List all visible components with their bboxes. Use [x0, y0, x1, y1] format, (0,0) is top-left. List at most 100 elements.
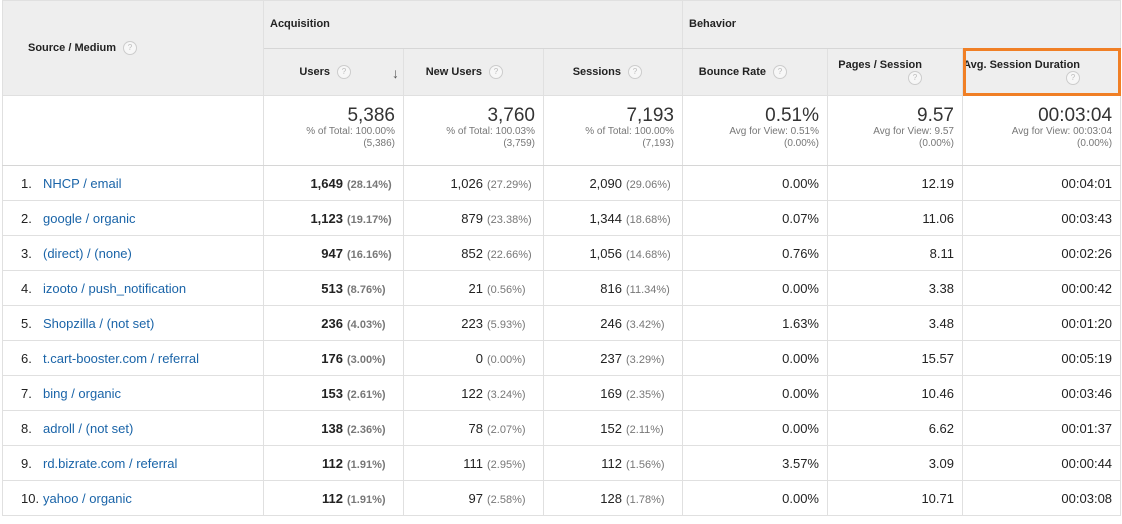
avg-duration-header-label: Avg. Session Duration — [963, 58, 1081, 71]
bounce-rate-cell: 0.76% — [682, 235, 828, 271]
table-row: 3. (direct) / (none) 947 (16.16%) 852 (22.6… — [2, 235, 1122, 271]
users-value: 138 — [321, 420, 343, 436]
pages-session-cell: 6.62 — [827, 410, 963, 446]
users-value: 236 — [321, 315, 343, 331]
new-users-cell: 0 (0.00%) — [403, 340, 544, 376]
source-medium-link[interactable]: t.cart-booster.com / referral — [43, 350, 200, 366]
sessions-percent: (11.34%) — [626, 283, 670, 296]
help-icon[interactable]: ? — [1066, 70, 1081, 85]
row-number: 2. — [21, 210, 32, 226]
users-column-header[interactable]: Users? ↓ — [263, 47, 404, 96]
row-number: 9. — [21, 455, 32, 471]
source-medium-link[interactable]: rd.bizrate.com / referral — [43, 455, 178, 471]
pages-session-cell: 10.71 — [827, 480, 963, 516]
users-value: 513 — [321, 280, 343, 296]
source-medium-link[interactable]: google / organic — [43, 210, 136, 226]
users-percent: (3.00%) — [347, 353, 386, 366]
sessions-percent: (3.42%) — [626, 318, 665, 331]
new-users-column-header[interactable]: New Users? — [403, 47, 544, 96]
sessions-cell: 2,090 (29.06%) — [543, 165, 683, 201]
source-medium-link[interactable]: adroll / (not set) — [43, 420, 134, 436]
source-medium-link[interactable]: Shopzilla / (not set) — [43, 315, 155, 331]
avg-duration-cell: 00:03:46 — [961, 375, 1122, 411]
bounce-rate-cell: 0.00% — [682, 270, 828, 306]
bounce-rate-cell: 1.63% — [682, 305, 828, 341]
source-cell: 6. t.cart-booster.com / referral — [2, 340, 264, 376]
total-avg-duration: 00:03:04 Avg for View: 00:03:04 (0.00%) — [961, 95, 1122, 166]
help-icon[interactable]: ? — [489, 64, 503, 79]
users-value: 112 — [322, 490, 343, 506]
new-users-value: 0 — [475, 350, 483, 366]
new-users-value: 97 — [468, 490, 483, 506]
sessions-value: 237 — [600, 350, 622, 366]
new-users-value: 21 — [468, 280, 483, 296]
table-row: 10. yahoo / organic 112 (1.91%) 97 (2.58%) … — [2, 480, 1122, 516]
new-users-percent: (22.66%) — [487, 248, 532, 261]
users-percent: (2.36%) — [347, 423, 386, 436]
help-icon[interactable]: ? — [908, 70, 922, 85]
total-new-users: 3,760% of Total: 100.03% (3,759) — [403, 95, 544, 166]
source-cell: 10. yahoo / organic — [2, 480, 264, 516]
pages-session-cell: 3.38 — [827, 270, 963, 306]
users-percent: (4.03%) — [347, 318, 386, 331]
new-users-cell: 223 (5.93%) — [403, 305, 544, 341]
totals-label-cell — [2, 95, 264, 166]
users-cell: 112 (1.91%) — [263, 480, 404, 516]
table-row: 1. NHCP / email 1,649 (28.14%) 1,026 (27.29… — [2, 165, 1122, 201]
new-users-value: 78 — [468, 420, 483, 436]
source-medium-link[interactable]: yahoo / organic — [43, 490, 132, 506]
pages-session-cell: 15.57 — [827, 340, 963, 376]
users-cell: 236 (4.03%) — [263, 305, 404, 341]
source-medium-link[interactable]: (direct) / (none) — [43, 245, 132, 261]
users-percent: (2.61%) — [347, 388, 386, 401]
row-number: 6. — [21, 350, 32, 366]
bounce-rate-cell: 0.00% — [682, 165, 828, 201]
sessions-value: 112 — [601, 455, 622, 471]
help-icon[interactable]: ? — [123, 41, 138, 55]
source-medium-link[interactable]: NHCP / email — [43, 175, 122, 191]
sessions-percent: (14.68%) — [626, 248, 671, 261]
sessions-value: 2,090 — [589, 175, 622, 191]
users-percent: (1.91%) — [347, 493, 386, 506]
table-row: 9. rd.bizrate.com / referral 112 (1.91%) 1… — [2, 445, 1122, 481]
sessions-cell: 128 (1.78%) — [543, 480, 683, 516]
total-users: 5,386% of Total: 100.00% (5,386) — [263, 95, 404, 166]
row-number: 5. — [21, 315, 32, 331]
table-row: 5. Shopzilla / (not set) 236 (4.03%) 223 (5… — [2, 305, 1122, 341]
new-users-cell: 1,026 (27.29%) — [403, 165, 544, 201]
source-medium-header[interactable]: Source / Medium? — [2, 0, 264, 96]
help-icon[interactable]: ? — [337, 64, 351, 79]
new-users-cell: 21 (0.56%) — [403, 270, 544, 306]
sessions-percent: (3.29%) — [626, 353, 665, 366]
users-value: 153 — [321, 385, 343, 401]
source-medium-link[interactable]: izooto / push_notification — [43, 280, 187, 296]
help-icon[interactable]: ? — [773, 64, 787, 79]
new-users-cell: 78 (2.07%) — [403, 410, 544, 446]
source-medium-link[interactable]: bing / organic — [43, 385, 122, 401]
new-users-percent: (0.00%) — [487, 353, 526, 366]
data-rows: 1. NHCP / email 1,649 (28.14%) 1,026 (27.29… — [2, 165, 1122, 516]
sort-descending-icon[interactable]: ↓ — [392, 64, 399, 81]
new-users-value: 111 — [463, 455, 483, 471]
table-row: 7. bing / organic 153 (2.61%) 122 (3.24%) 1… — [2, 375, 1122, 411]
row-number: 1. — [21, 175, 32, 191]
pages-session-column-header[interactable]: Pages / Session? — [827, 47, 963, 96]
sessions-header-label: Sessions — [572, 65, 621, 78]
pages-session-cell: 11.06 — [827, 200, 963, 236]
new-users-percent: (2.07%) — [487, 423, 526, 436]
bounce-rate-cell: 0.00% — [682, 375, 828, 411]
new-users-cell: 97 (2.58%) — [403, 480, 544, 516]
bounce-rate-column-header[interactable]: Bounce Rate? — [682, 47, 828, 96]
users-value: 1,123 — [310, 210, 343, 226]
new-users-cell: 122 (3.24%) — [403, 375, 544, 411]
source-cell: 7. bing / organic — [2, 375, 264, 411]
table-row: 6. t.cart-booster.com / referral 176 (3.00… — [2, 340, 1122, 376]
avg-session-duration-column-header[interactable]: Avg. Session Duration? — [961, 47, 1122, 96]
sessions-column-header[interactable]: Sessions? — [543, 47, 683, 96]
sessions-cell: 816 (11.34%) — [543, 270, 683, 306]
sessions-value: 1,344 — [589, 210, 622, 226]
help-icon[interactable]: ? — [628, 64, 642, 79]
table-row: 8. adroll / (not set) 138 (2.36%) 78 (2.07%… — [2, 410, 1122, 446]
avg-duration-cell: 00:04:01 — [961, 165, 1122, 201]
